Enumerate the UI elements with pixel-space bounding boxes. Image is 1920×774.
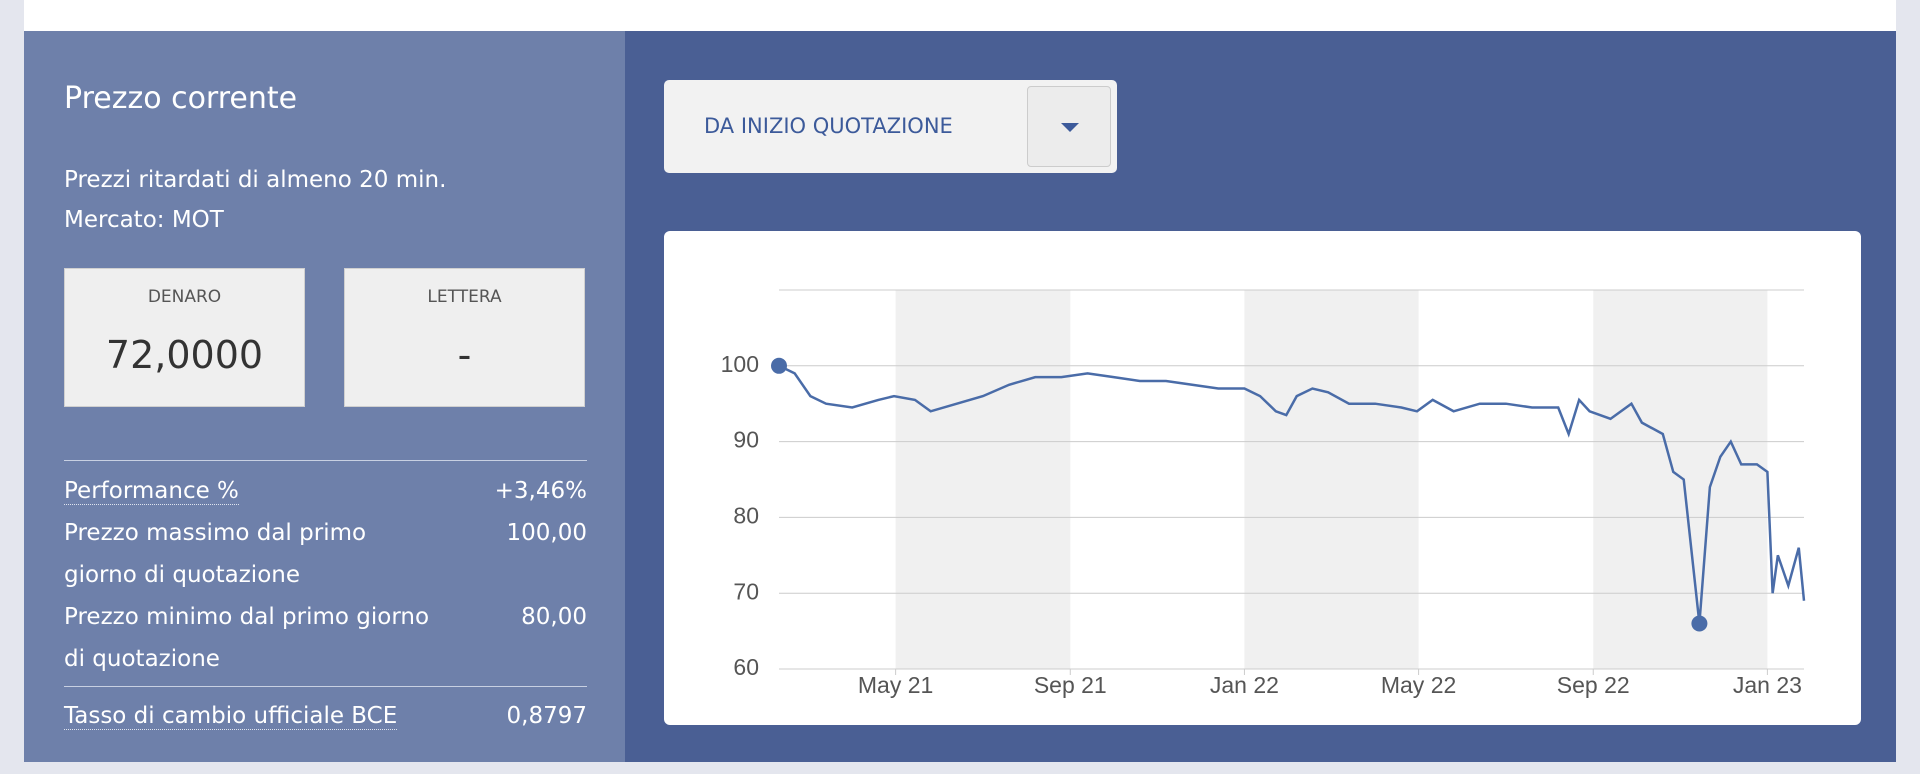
x-tick-label: Sep 21 — [1034, 672, 1107, 698]
y-tick-label: 100 — [721, 351, 759, 377]
x-tick-label: Sep 22 — [1557, 672, 1630, 698]
separator — [64, 460, 587, 461]
bid-box: DENARO 72,0000 — [64, 268, 305, 407]
info-row: Prezzo minimo dal primo giorno di quotaz… — [64, 596, 587, 680]
panel-title: Prezzo corrente — [64, 81, 298, 116]
row-value: 100,00 — [506, 520, 587, 546]
ask-value: - — [457, 333, 472, 377]
period-dropdown[interactable]: DA INIZIO QUOTAZIONE — [664, 80, 1117, 173]
x-tick-label: May 21 — [858, 672, 933, 698]
info-row: Prezzo massimo dal primo giorno di quota… — [64, 512, 587, 596]
extreme-marker — [1691, 615, 1708, 632]
info-row: Tasso di cambio ufficiale BCE 0,8797 — [64, 695, 587, 737]
x-tick-label: Jan 22 — [1210, 672, 1279, 698]
info-row: Performance % +3,46% — [64, 470, 587, 512]
y-tick-label: 70 — [733, 578, 759, 604]
extreme-marker — [771, 357, 787, 374]
row-label: Prezzo massimo dal primo giorno di quota… — [64, 520, 367, 588]
delay-note: Prezzi ritardati di almeno 20 min. — [64, 167, 447, 193]
y-tick-label: 60 — [733, 654, 759, 680]
x-tick-label: May 22 — [1381, 672, 1456, 698]
bid-value: 72,0000 — [105, 333, 264, 377]
separator — [64, 686, 587, 687]
row-value: 80,00 — [521, 604, 587, 630]
period-band — [1593, 290, 1768, 669]
bid-label: DENARO — [147, 287, 222, 307]
y-tick-label: 80 — [733, 502, 759, 528]
row-value: 0,8797 — [506, 703, 587, 729]
market: Mercato: MOT — [64, 207, 224, 233]
price-line — [778, 364, 1806, 624]
row-label[interactable]: Performance % — [64, 478, 239, 505]
row-label[interactable]: Tasso di cambio ufficiale BCE — [64, 703, 398, 730]
x-tick-label: Jan 23 — [1733, 672, 1802, 698]
period-band — [895, 290, 1071, 669]
dropdown-label: DA INIZIO QUOTAZIONE — [704, 114, 953, 138]
top-bar — [24, 0, 1896, 31]
dropdown-button[interactable] — [1027, 86, 1111, 167]
row-label: Prezzo minimo dal primo giorno di quotaz… — [64, 604, 430, 672]
period-band — [1244, 290, 1419, 669]
ask-label: LETTERA — [427, 287, 502, 307]
y-tick-label: 90 — [733, 427, 759, 453]
row-value: +3,46% — [494, 478, 587, 504]
price-panel: Prezzo corrente Prezzi ritardati di alme… — [24, 31, 625, 762]
arrow-icon — [1061, 123, 1079, 132]
ask-box: LETTERA - — [344, 268, 585, 407]
